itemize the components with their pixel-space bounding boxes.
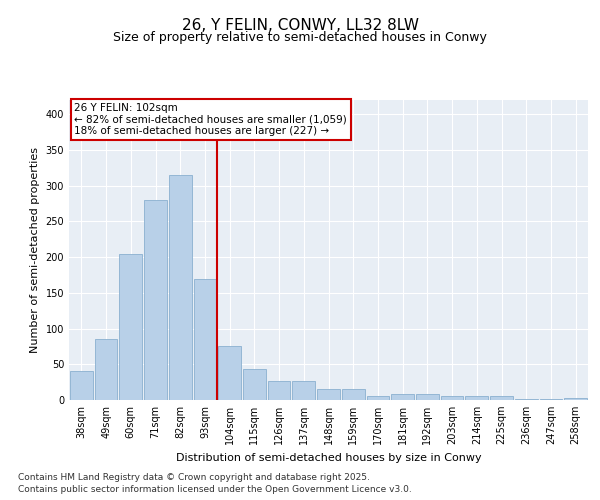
- Bar: [317, 390, 340, 400]
- Bar: [218, 346, 241, 400]
- Bar: [342, 390, 365, 400]
- Text: 26 Y FELIN: 102sqm
← 82% of semi-detached houses are smaller (1,059)
18% of semi: 26 Y FELIN: 102sqm ← 82% of semi-detache…: [74, 103, 347, 136]
- Bar: [95, 340, 118, 400]
- Text: 26, Y FELIN, CONWY, LL32 8LW: 26, Y FELIN, CONWY, LL32 8LW: [182, 18, 419, 32]
- Bar: [144, 200, 167, 400]
- Bar: [70, 372, 93, 400]
- Bar: [416, 394, 439, 400]
- Bar: [564, 398, 587, 400]
- Text: Contains public sector information licensed under the Open Government Licence v3: Contains public sector information licen…: [18, 485, 412, 494]
- X-axis label: Distribution of semi-detached houses by size in Conwy: Distribution of semi-detached houses by …: [176, 452, 481, 462]
- Bar: [466, 396, 488, 400]
- Text: Contains HM Land Registry data © Crown copyright and database right 2025.: Contains HM Land Registry data © Crown c…: [18, 472, 370, 482]
- Bar: [367, 396, 389, 400]
- Bar: [490, 396, 513, 400]
- Y-axis label: Number of semi-detached properties: Number of semi-detached properties: [30, 147, 40, 353]
- Bar: [194, 278, 216, 400]
- Bar: [515, 398, 538, 400]
- Bar: [268, 380, 290, 400]
- Text: Size of property relative to semi-detached houses in Conwy: Size of property relative to semi-detach…: [113, 31, 487, 44]
- Bar: [441, 396, 463, 400]
- Bar: [391, 394, 414, 400]
- Bar: [292, 380, 315, 400]
- Bar: [169, 175, 191, 400]
- Bar: [243, 370, 266, 400]
- Bar: [119, 254, 142, 400]
